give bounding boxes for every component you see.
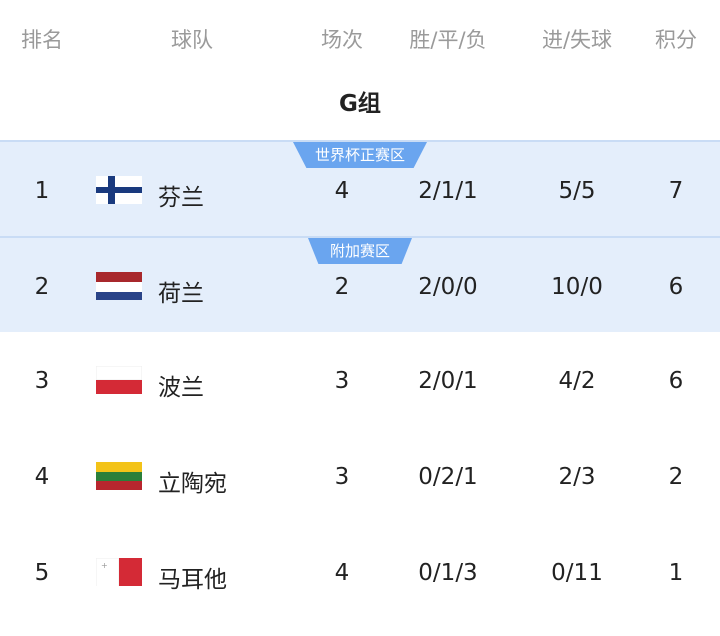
table-row[interactable]: 4 立陶宛 3 0/2/1 2/3 2 bbox=[0, 428, 720, 524]
zone-badge: 附加赛区 bbox=[307, 238, 413, 264]
poland-flag-icon bbox=[96, 366, 142, 394]
points: 7 bbox=[668, 178, 684, 204]
goals: 4/2 bbox=[558, 368, 596, 394]
lithuania-flag-icon bbox=[96, 462, 142, 490]
rank: 2 bbox=[34, 274, 50, 300]
table-row[interactable]: 3 波兰 3 2/0/1 4/2 6 bbox=[0, 332, 720, 428]
team-name[interactable]: 荷兰 bbox=[158, 281, 204, 307]
header-team: 球队 bbox=[171, 28, 213, 52]
win-draw-loss: 0/2/1 bbox=[418, 464, 478, 490]
goals: 0/11 bbox=[551, 560, 603, 586]
zone-badge: 世界杯正赛区 bbox=[292, 142, 428, 168]
win-draw-loss: 2/1/1 bbox=[418, 178, 478, 204]
rank: 4 bbox=[34, 464, 50, 490]
table-row[interactable]: 2 荷兰 2 2/0/0 10/0 6 附加赛区 bbox=[0, 236, 720, 332]
points: 6 bbox=[668, 274, 684, 300]
svg-text:+: + bbox=[101, 561, 108, 570]
header-played: 场次 bbox=[321, 28, 363, 52]
played: 4 bbox=[334, 560, 350, 586]
malta-flag-icon: + bbox=[96, 558, 142, 586]
played: 3 bbox=[334, 368, 350, 394]
played: 2 bbox=[334, 274, 350, 300]
team-name[interactable]: 波兰 bbox=[158, 375, 204, 401]
table-row[interactable]: 1 芬兰 4 2/1/1 5/5 7 世界杯正赛区 bbox=[0, 140, 720, 236]
win-draw-loss: 0/1/3 bbox=[418, 560, 478, 586]
goals: 5/5 bbox=[558, 178, 596, 204]
team-name[interactable]: 芬兰 bbox=[158, 185, 204, 211]
header-wdl: 胜/平/负 bbox=[409, 28, 487, 52]
points: 6 bbox=[668, 368, 684, 394]
team-name[interactable]: 立陶宛 bbox=[158, 471, 227, 497]
rank: 3 bbox=[34, 368, 50, 394]
team-name[interactable]: 马耳他 bbox=[158, 567, 227, 593]
header-rank: 排名 bbox=[21, 28, 63, 52]
played: 4 bbox=[334, 178, 350, 204]
header-points: 积分 bbox=[655, 28, 697, 52]
win-draw-loss: 2/0/0 bbox=[418, 274, 478, 300]
played: 3 bbox=[334, 464, 350, 490]
finland-flag-icon bbox=[96, 176, 142, 204]
rank: 1 bbox=[34, 178, 50, 204]
goals: 10/0 bbox=[551, 274, 603, 300]
win-draw-loss: 2/0/1 bbox=[418, 368, 478, 394]
header-goals: 进/失球 bbox=[541, 28, 613, 52]
table-header: 排名 球队 场次 胜/平/负 进/失球 积分 bbox=[0, 0, 720, 80]
group-title: G组 bbox=[339, 91, 381, 117]
goals: 2/3 bbox=[558, 464, 596, 490]
table-row[interactable]: 5 + 马耳他 4 0/1/3 0/11 1 bbox=[0, 524, 720, 620]
netherlands-flag-icon bbox=[96, 272, 142, 300]
points: 1 bbox=[668, 560, 684, 586]
points: 2 bbox=[668, 464, 684, 490]
rank: 5 bbox=[34, 560, 50, 586]
